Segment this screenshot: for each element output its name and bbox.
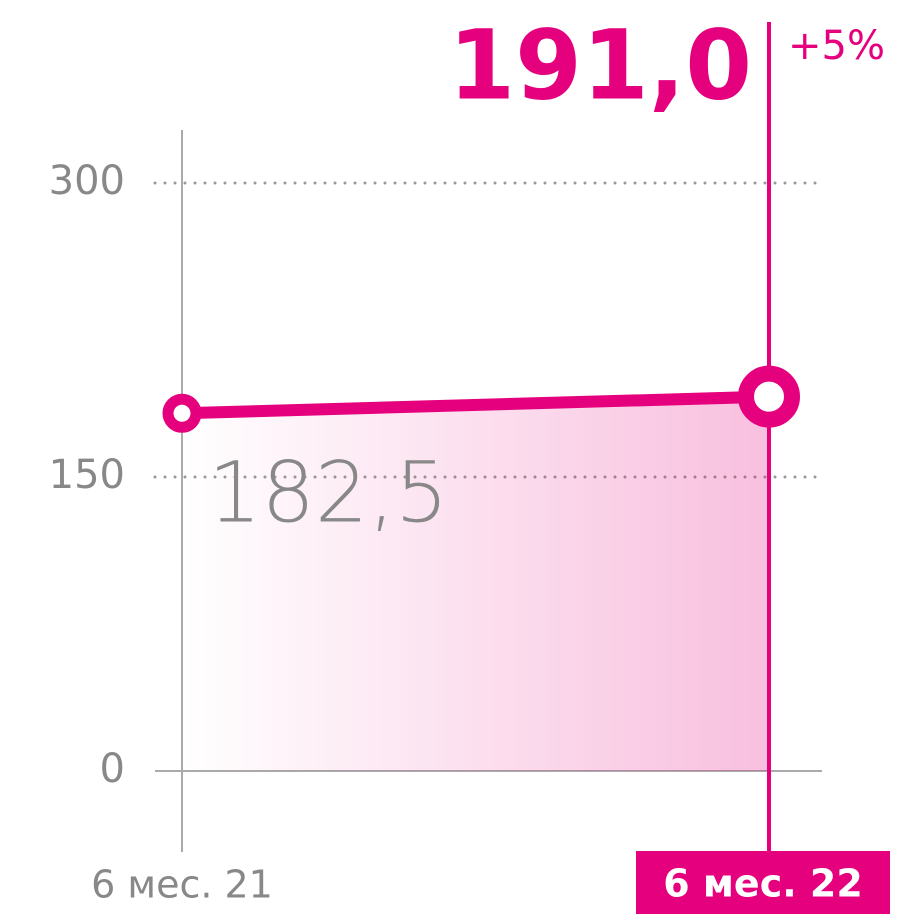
y-tick-label: 150: [49, 452, 125, 498]
x-label-box: [636, 851, 890, 914]
x-tick-label: 6 мес. 21: [91, 863, 273, 907]
y-tick-label: 300: [49, 158, 125, 204]
value-label: 182,5: [208, 443, 448, 541]
value-label: 191,0: [448, 9, 752, 121]
point: [738, 365, 800, 428]
line: [181, 390, 770, 420]
area: [182, 396, 769, 771]
annotation: +5%: [788, 23, 885, 69]
point: [162, 393, 202, 433]
x-tick-label: 6 мес. 22: [663, 862, 863, 906]
y-tick-label: 0: [100, 746, 125, 792]
